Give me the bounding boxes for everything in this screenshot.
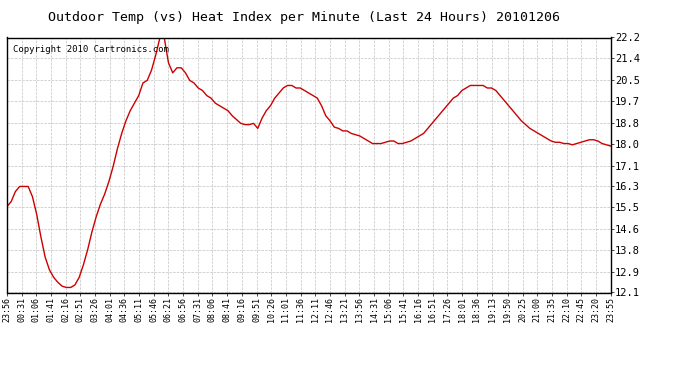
Text: Outdoor Temp (vs) Heat Index per Minute (Last 24 Hours) 20101206: Outdoor Temp (vs) Heat Index per Minute … <box>48 11 560 24</box>
Text: Copyright 2010 Cartronics.com: Copyright 2010 Cartronics.com <box>13 45 169 54</box>
